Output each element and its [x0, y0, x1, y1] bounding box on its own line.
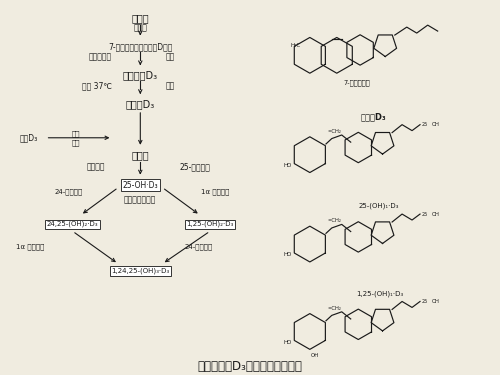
Text: 24-羟化酶系: 24-羟化酶系	[184, 244, 212, 250]
Text: HO: HO	[284, 163, 292, 168]
Text: 食物D₃: 食物D₃	[20, 133, 38, 142]
Text: 1,25-(OH)₂·D₃: 1,25-(OH)₂·D₃	[186, 221, 234, 228]
Text: 吸收: 吸收	[71, 140, 80, 146]
Text: 前维生素D₃: 前维生素D₃	[122, 70, 158, 80]
Text: 脱氢酶: 脱氢酶	[134, 23, 147, 32]
Text: 1,25-(OH)₁·D₃: 1,25-(OH)₁·D₃	[356, 290, 404, 297]
Text: 25-OH·D₃: 25-OH·D₃	[122, 181, 158, 190]
Text: 1α 羟化酶系: 1α 羟化酶系	[16, 244, 45, 250]
Text: H₃C: H₃C	[291, 43, 301, 48]
Text: 肾脏（线粒体）: 肾脏（线粒体）	[124, 195, 156, 204]
Text: 维生素D₃: 维生素D₃	[360, 112, 386, 121]
Text: 温度 37℃: 温度 37℃	[82, 82, 112, 91]
Text: 小肠: 小肠	[71, 130, 80, 137]
Text: 维生素D₃: 维生素D₃	[126, 99, 155, 109]
Text: 1,24,25-(OH)₃·D₃: 1,24,25-(OH)₃·D₃	[111, 268, 170, 274]
Text: OH: OH	[432, 122, 440, 127]
Text: 1α 羟化酶系: 1α 羟化酶系	[201, 188, 230, 195]
Text: =CH₂: =CH₂	[328, 218, 342, 223]
Text: 25: 25	[422, 211, 428, 217]
Text: 紫外线照射: 紫外线照射	[89, 53, 112, 62]
Text: OH: OH	[432, 211, 440, 217]
Text: 肝微粒体: 肝微粒体	[86, 162, 104, 171]
Text: 体内维生素D₃的来源及代谢转变: 体内维生素D₃的来源及代谢转变	[198, 360, 302, 373]
Text: =CH₂: =CH₂	[328, 306, 342, 311]
Text: 25-(OH)₁·D₃: 25-(OH)₁·D₃	[358, 203, 399, 209]
Text: 血循环: 血循环	[132, 151, 149, 160]
Text: =CH₂: =CH₂	[328, 129, 342, 134]
Text: 25: 25	[422, 299, 428, 304]
Text: 胆固醇: 胆固醇	[132, 13, 149, 24]
Text: 25-羟化酶系: 25-羟化酶系	[180, 162, 210, 171]
Text: 皮肤: 皮肤	[166, 53, 175, 62]
Text: 7-脱氢胆固醇: 7-脱氢胆固醇	[344, 80, 370, 87]
Text: 24-羟化酶系: 24-羟化酶系	[54, 188, 82, 195]
Text: OH: OH	[432, 299, 440, 304]
Text: 7-脱氢胆固醇（维生素D原）: 7-脱氢胆固醇（维生素D原）	[108, 42, 172, 51]
Text: 24,25-(OH)₂·D₃: 24,25-(OH)₂·D₃	[46, 221, 98, 228]
Text: 皮肤: 皮肤	[166, 82, 175, 91]
Text: OH: OH	[310, 353, 319, 358]
Text: 25: 25	[422, 122, 428, 127]
Text: HO: HO	[284, 340, 292, 345]
Text: HO: HO	[284, 252, 292, 258]
